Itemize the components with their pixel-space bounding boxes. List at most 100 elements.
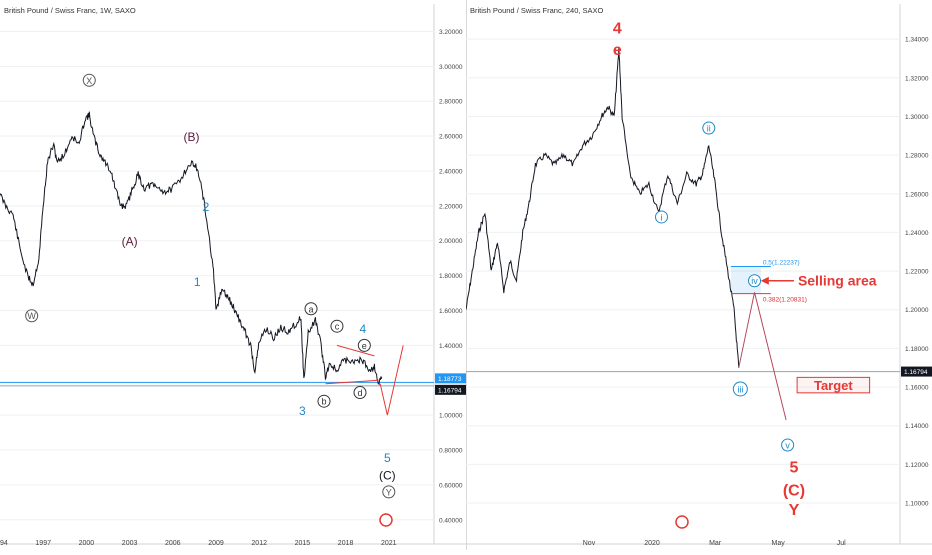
right-y-tick-12: 1.10000	[905, 501, 929, 508]
right-y-tick-1: 1.32000	[905, 75, 929, 82]
left-price-badge-1-text: 1.16794	[438, 387, 462, 394]
right-wave-label-5: iii	[737, 384, 743, 394]
right-selling-arrow-head	[760, 276, 769, 285]
left-wave-label-0: X	[86, 76, 92, 86]
right-y-tick-0: 1.34000	[905, 37, 929, 44]
right-y-tick-4: 1.26000	[905, 191, 929, 198]
left-chart-svg: 3.20000 3.00000 2.80000 2.60000 2.40000 2.200…	[0, 4, 469, 547]
right-wave-label-9: Y	[789, 502, 800, 519]
right-y-tick-10: 1.14000	[905, 423, 929, 430]
left-price-badge-0-text: 1.18773	[438, 376, 462, 383]
left-x-tick-5: 2009	[208, 540, 224, 547]
left-x-tick-3: 2003	[122, 540, 138, 547]
right-x-tick-4: Jul	[837, 540, 846, 547]
left-wave-label-4: 2	[203, 200, 210, 214]
left-chart-title: British Pound / Swiss Franc, 1W, SAXO	[4, 6, 136, 15]
right-fib-label-1: 0.382(1.20831)	[763, 297, 807, 304]
right-chart-svg: 1.34000 1.32000 1.30000 1.28000 1.26000 1.240…	[465, 4, 932, 547]
left-wave-label-9: e	[362, 341, 367, 351]
left-x-tick-8: 2018	[338, 540, 354, 547]
right-target-box	[796, 376, 871, 394]
right-price-badge-text: 1.16794	[904, 369, 928, 376]
left-triangle-lower	[325, 379, 379, 385]
left-x-tick-0: 1994	[0, 540, 8, 547]
left-wave-label-14: (C)	[379, 468, 396, 482]
left-wave-label-6: a	[309, 304, 314, 314]
right-x-tick-1: 2020	[644, 540, 660, 547]
right-wave-label-6: v	[785, 441, 790, 451]
left-triangle-upper	[336, 344, 375, 357]
left-wave-label-11: d	[357, 388, 362, 398]
left-chart-panel: British Pound / Swiss Franc, 1W, SAXO 3.…	[0, 0, 469, 550]
left-wave-label-13: 5	[384, 451, 391, 465]
left-wave-label-10: b	[321, 397, 326, 407]
left-y-tick-6: 2.00000	[439, 238, 463, 245]
left-wave-label-3: (A)	[122, 235, 138, 249]
right-x-tick-0: Nov	[583, 540, 596, 547]
right-projection-path	[738, 292, 787, 421]
right-wave-label-7: 5	[789, 459, 798, 476]
right-wave-label-3: i	[661, 212, 663, 222]
left-x-tick-4: 2006	[165, 540, 181, 547]
left-y-tick-4: 2.40000	[439, 168, 463, 175]
left-x-tick-1: 1997	[35, 540, 51, 547]
left-y-tick-3: 2.60000	[439, 134, 463, 141]
right-wave-label-0: 4	[613, 21, 622, 38]
left-price-series	[0, 111, 383, 386]
left-price-badge-0-bg	[435, 373, 469, 384]
left-wave-circle-6	[304, 302, 318, 316]
left-wave-circle-15	[382, 485, 396, 499]
right-wave-circle-3	[655, 210, 669, 224]
right-x-tick-2: Mar	[709, 540, 722, 547]
right-selling-area-label: Selling area	[798, 273, 877, 289]
left-y-tick-2: 2.80000	[439, 99, 463, 106]
left-y-tick-11: 0.80000	[439, 448, 463, 455]
right-y-tick-3: 1.28000	[905, 153, 929, 160]
left-wave-circle-10	[317, 394, 331, 408]
right-wave-label-2: ii	[707, 124, 711, 134]
left-projection-path	[379, 345, 404, 416]
right-y-tick-8: 1.18000	[905, 346, 929, 353]
left-y-tick-10: 1.00000	[439, 413, 463, 420]
left-wave-circle-7	[330, 319, 344, 333]
left-wave-circle-11	[353, 385, 367, 399]
left-wave-label-12: 3	[299, 404, 306, 418]
right-y-tick-9: 1.16000	[905, 385, 929, 392]
left-y-tick-5: 2.20000	[439, 203, 463, 210]
right-chart-title: British Pound / Swiss Franc, 240, SAXO	[470, 6, 604, 15]
left-x-tick-9: 2021	[381, 540, 397, 547]
right-target-label: Target	[814, 378, 853, 393]
left-y-tick-7: 1.80000	[439, 273, 463, 280]
left-wave-circle-1	[25, 309, 39, 323]
left-y-tick-8: 1.60000	[439, 308, 463, 315]
right-wave-circle-4	[748, 274, 762, 288]
left-wave-label-15: Y	[386, 487, 392, 497]
right-wave-label-8: (C)	[783, 482, 805, 499]
right-price-badge-bg	[901, 366, 932, 377]
right-y-tick-2: 1.30000	[905, 114, 929, 121]
left-y-tick-13: 0.40000	[439, 517, 463, 524]
left-wave-circle-9	[357, 338, 371, 352]
left-wave-label-2: (B)	[184, 130, 200, 144]
left-wave-label-5: 1	[194, 275, 201, 289]
left-logo-icon	[379, 513, 393, 527]
left-y-tick-1: 3.00000	[439, 64, 463, 71]
right-wave-label-1: e	[613, 42, 622, 59]
right-chart-panel: British Pound / Swiss Franc, 240, SAXO 1…	[465, 0, 932, 550]
right-wave-label-4: iv	[751, 276, 758, 286]
right-y-tick-5: 1.24000	[905, 230, 929, 237]
right-fib-label-0: 0.5(1.22237)	[763, 259, 800, 266]
right-wave-circle-2	[702, 121, 716, 135]
left-x-tick-6: 2012	[251, 540, 267, 547]
left-price-badge-1-bg	[435, 384, 469, 395]
left-x-tick-2: 2000	[79, 540, 95, 547]
left-x-tick-7: 2015	[295, 540, 311, 547]
left-wave-label-1: W	[27, 311, 36, 321]
right-wave-circle-6	[781, 438, 795, 452]
right-price-series	[465, 47, 740, 368]
left-y-tick-12: 0.60000	[439, 482, 463, 489]
left-wave-label-7: c	[335, 322, 340, 332]
right-logo-icon	[675, 515, 689, 529]
right-x-tick-3: May	[772, 540, 786, 547]
left-y-tick-0: 3.20000	[439, 29, 463, 36]
